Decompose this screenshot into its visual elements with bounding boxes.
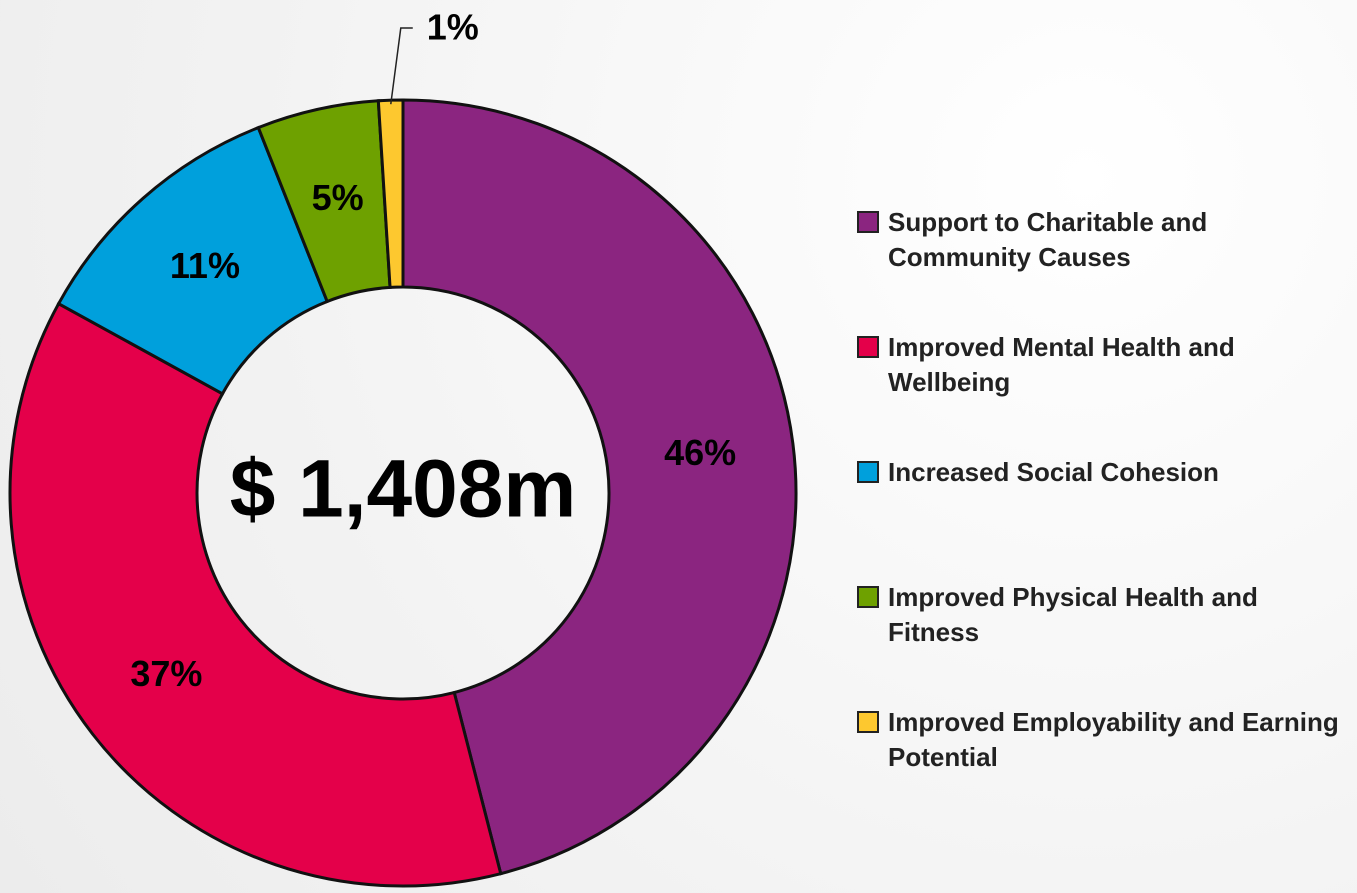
legend-label: Increased Social Cohesion bbox=[888, 457, 1219, 487]
data-label: 5% bbox=[312, 177, 364, 218]
legend-item: Improved Physical Health and Fitness bbox=[857, 580, 1357, 650]
legend-label: Improved Mental Health and Wellbeing bbox=[888, 332, 1235, 397]
legend-swatch bbox=[857, 211, 879, 233]
legend-label: Improved Employability and Earning Poten… bbox=[888, 707, 1339, 772]
center-label: $ 1,408m bbox=[230, 444, 577, 535]
legend-item: Increased Social Cohesion bbox=[857, 455, 1357, 490]
legend-item: Improved Employability and Earning Poten… bbox=[857, 705, 1357, 775]
data-label: 11% bbox=[170, 245, 240, 286]
legend-swatch bbox=[857, 461, 879, 483]
data-label: 1% bbox=[427, 7, 479, 48]
data-label: 37% bbox=[130, 653, 202, 694]
slice bbox=[401, 98, 798, 876]
slice bbox=[56, 125, 330, 396]
legend-item: Support to Charitable and Community Caus… bbox=[857, 205, 1357, 275]
legend-swatch bbox=[857, 711, 879, 733]
legend-item: Improved Mental Health and Wellbeing bbox=[857, 330, 1357, 400]
legend-label: Support to Charitable and Community Caus… bbox=[888, 207, 1208, 272]
legend-label: Improved Physical Health and Fitness bbox=[888, 582, 1258, 647]
data-label: 46% bbox=[664, 432, 736, 473]
slice bbox=[8, 301, 503, 888]
leader-line bbox=[390, 27, 413, 105]
legend-swatch bbox=[857, 336, 879, 358]
slice bbox=[376, 98, 405, 289]
legend-swatch bbox=[857, 586, 879, 608]
